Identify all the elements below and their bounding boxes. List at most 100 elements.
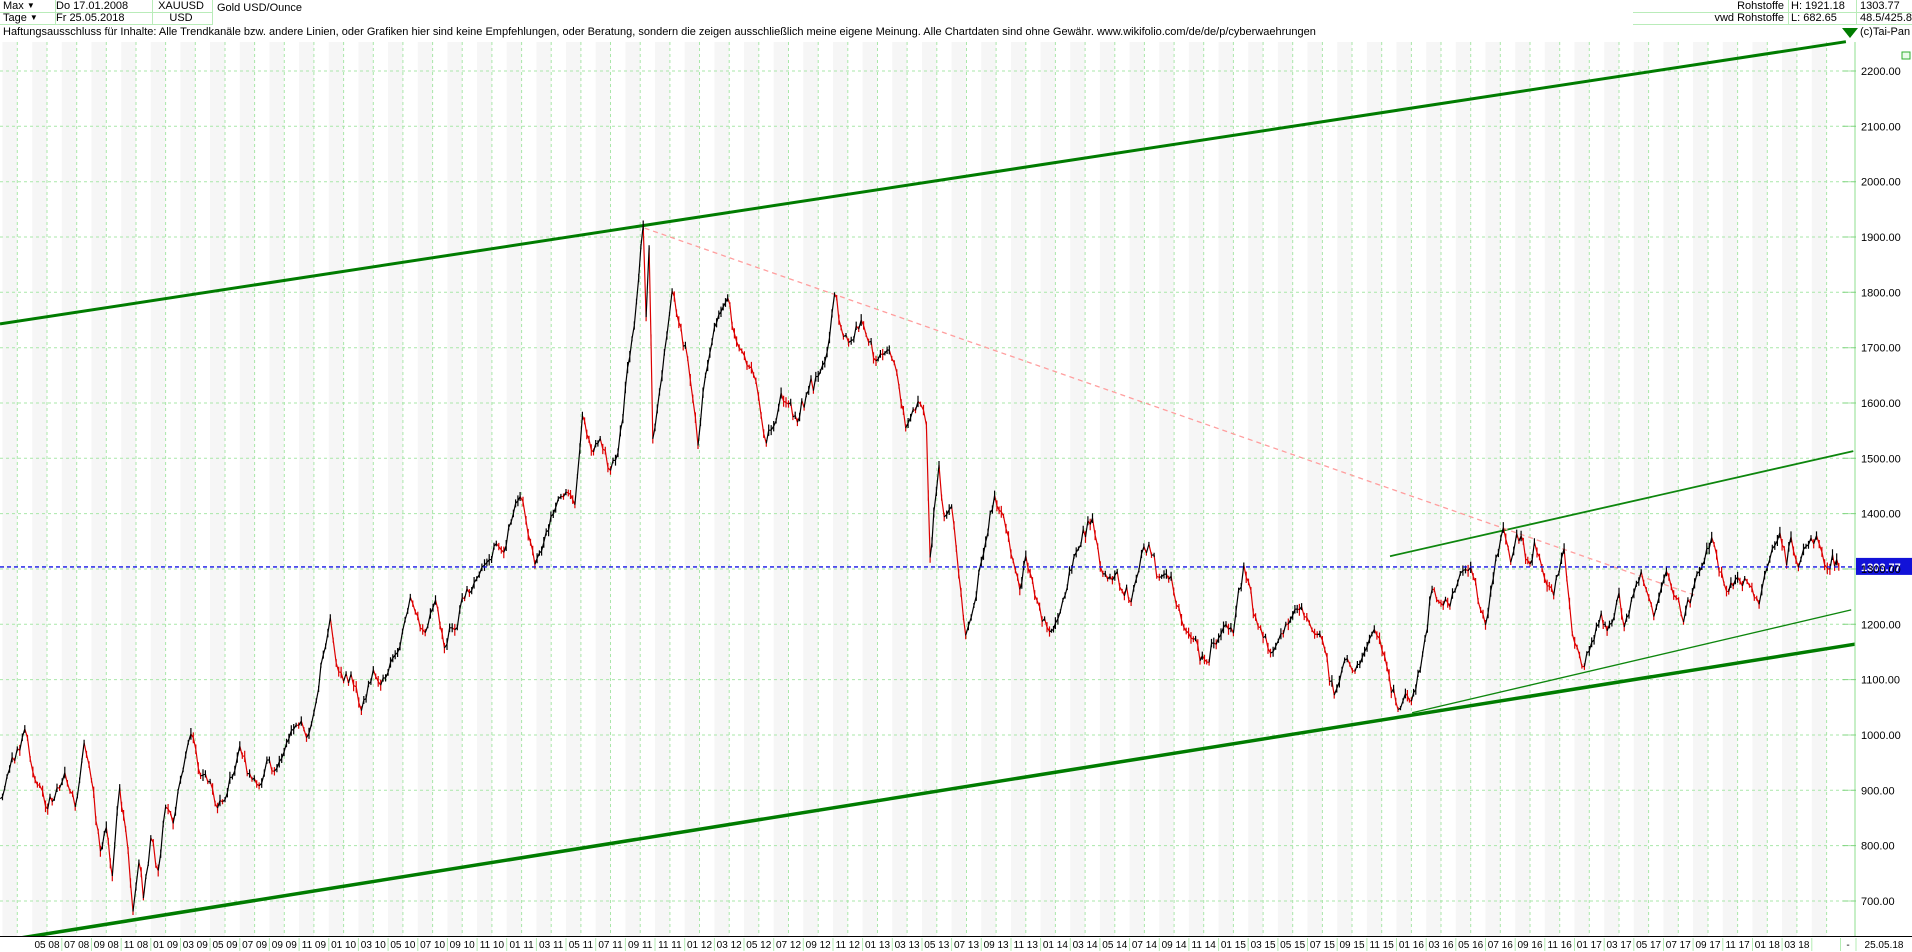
upper-channel-line (0, 40, 1847, 326)
y-axis-label: 2200.00 (1861, 66, 1901, 78)
x-axis-label: 07 08 (64, 940, 89, 951)
x-axis-label: 03 12 (717, 940, 742, 951)
x-axis-label: 05 17 (1636, 940, 1661, 951)
x-axis-label: 03 11 (539, 940, 564, 951)
x-axis-label: 01 15 (1221, 940, 1246, 951)
end-date: Fr 25.05.2018 (53, 12, 153, 25)
change-info: 48.5/425.8 (1857, 12, 1912, 25)
y-axis-label: 1300.00 (1861, 564, 1901, 576)
x-axis-label: 11 12 (836, 940, 861, 951)
x-axis-label: 01 18 (1755, 940, 1780, 951)
x-axis-label: 11 10 (480, 940, 505, 951)
x-axis-label: 05 15 (1280, 940, 1305, 951)
y-axis-label: 2100.00 (1861, 121, 1901, 133)
x-axis-label: 11 11 (658, 940, 682, 951)
x-axis-label: 09 14 (1162, 940, 1187, 951)
x-axis-label: 11 16 (1548, 940, 1573, 951)
copyright-label: (c)Tai-Pan (1860, 26, 1911, 38)
last-price-axis-badge (1856, 557, 1912, 575)
month-bands (2, 42, 1827, 936)
currency-code: USD (150, 12, 213, 25)
chevron-down-icon: ▼ (26, 1, 35, 10)
period-dropdown[interactable]: Tage ▼ (0, 12, 56, 25)
range-dropdown[interactable]: Max ▼ (0, 0, 56, 13)
x-axis-label: 03 15 (1251, 940, 1276, 951)
x-axis-label: 01 13 (865, 940, 890, 951)
lower-channel-line (0, 642, 1856, 944)
x-axis-label: 01 12 (687, 940, 712, 951)
symbol-code: XAUUSD (150, 0, 213, 13)
x-axis-label: 07 16 (1488, 940, 1513, 951)
disclaimer-text: Haftungsausschluss für Inhalte: Alle Tre… (3, 26, 1316, 38)
mid-resistance-line (1389, 450, 1854, 558)
price-series-up (0, 220, 1838, 912)
x-axis-label: 07 13 (954, 940, 979, 951)
x-axis-label: 05 13 (924, 940, 949, 951)
x-axis-label: 05 08 (34, 940, 59, 951)
x-axis-label: 01 17 (1577, 940, 1602, 951)
downtrend-from-peak (644, 227, 1698, 597)
start-date: Do 17.01.2008 (53, 0, 153, 13)
high-value: H: 1921.18 (1788, 0, 1857, 13)
period-dropdown-label: Tage (3, 12, 27, 24)
x-axis-label: 03 14 (1073, 940, 1098, 951)
x-axis-end-dash: - (1846, 940, 1849, 951)
x-axis-label: 11 14 (1192, 940, 1217, 951)
y-axis-label: 1800.00 (1861, 287, 1901, 299)
trend-end-triangle-icon (1842, 28, 1858, 38)
x-axis-label: 01 11 (509, 940, 534, 951)
x-axis-label: 07 11 (598, 940, 623, 951)
x-axis-label: 07 12 (776, 940, 801, 951)
y-axis-label: 1700.00 (1861, 343, 1901, 355)
last-price-axis-label: 1303.77 (1861, 562, 1901, 574)
instrument-name: Gold USD/Ounce (217, 2, 302, 14)
x-axis-label: 07 17 (1666, 940, 1691, 951)
x-axis-label: 05 11 (569, 940, 594, 951)
x-axis-label: 01 10 (331, 940, 356, 951)
x-axis-label: 07 14 (1132, 940, 1157, 951)
trend-lines (0, 28, 1858, 944)
range-dropdown-label: Max (3, 0, 24, 12)
feed-name: Rohstoffe (1633, 0, 1789, 13)
x-axis-label: 09 12 (806, 940, 831, 951)
y-axis-label: 1400.00 (1861, 509, 1901, 521)
x-axis-label: 09 15 (1339, 940, 1364, 951)
grid (0, 42, 1855, 936)
x-axis-label: 03 16 (1428, 940, 1453, 951)
feed-provider: vwd Rohstoffe (1633, 12, 1789, 25)
y-axis-label: 1200.00 (1861, 619, 1901, 631)
x-axis-label: 05 12 (746, 940, 771, 951)
x-axis-label: 01 16 (1399, 940, 1424, 951)
y-axis-label: 2000.00 (1861, 177, 1901, 189)
x-axis-label: 07 09 (242, 940, 267, 951)
x-axis-end-date: 25.05.18 (1865, 940, 1904, 951)
x-axis-label: 03 10 (361, 940, 386, 951)
x-axis-label: 09 10 (450, 940, 475, 951)
x-axis-label: 11 09 (302, 940, 327, 951)
x-axis-label: 01 09 (153, 940, 178, 951)
y-axis-label: 1100.00 (1861, 675, 1900, 687)
x-axis-label: 11 08 (124, 940, 149, 951)
y-axis-label: 1900.00 (1861, 232, 1901, 244)
x-axis-label: 11 17 (1725, 940, 1750, 951)
x-axis-label: 11 13 (1014, 940, 1039, 951)
support-line-2016 (1411, 609, 1852, 714)
last-price-header: 1303.77 (1857, 0, 1912, 13)
x-axis-label: 03 17 (1606, 940, 1631, 951)
x-axis-label: 03 13 (895, 940, 920, 951)
mini-window-icon[interactable] (1901, 51, 1911, 60)
x-axis-label: 09 16 (1517, 940, 1542, 951)
x-axis-label: 11 15 (1370, 940, 1395, 951)
chevron-down-icon: ▼ (29, 13, 38, 22)
x-axis-label: 05 09 (212, 940, 237, 951)
x-axis-label: 09 13 (984, 940, 1009, 951)
x-axis: 05 08 07 08 09 08 11 08 01 09 03 09 05 09 07 09… (0, 936, 1912, 952)
x-axis-label: 05 10 (390, 940, 415, 951)
y-axis-label: 800.00 (1861, 841, 1895, 853)
y-axis-label: 1600.00 (1861, 398, 1901, 410)
x-axis-label: 09 11 (628, 940, 653, 951)
last-price-line: 1303.77 (0, 557, 1912, 575)
x-axis-label: 03 18 (1784, 940, 1809, 951)
